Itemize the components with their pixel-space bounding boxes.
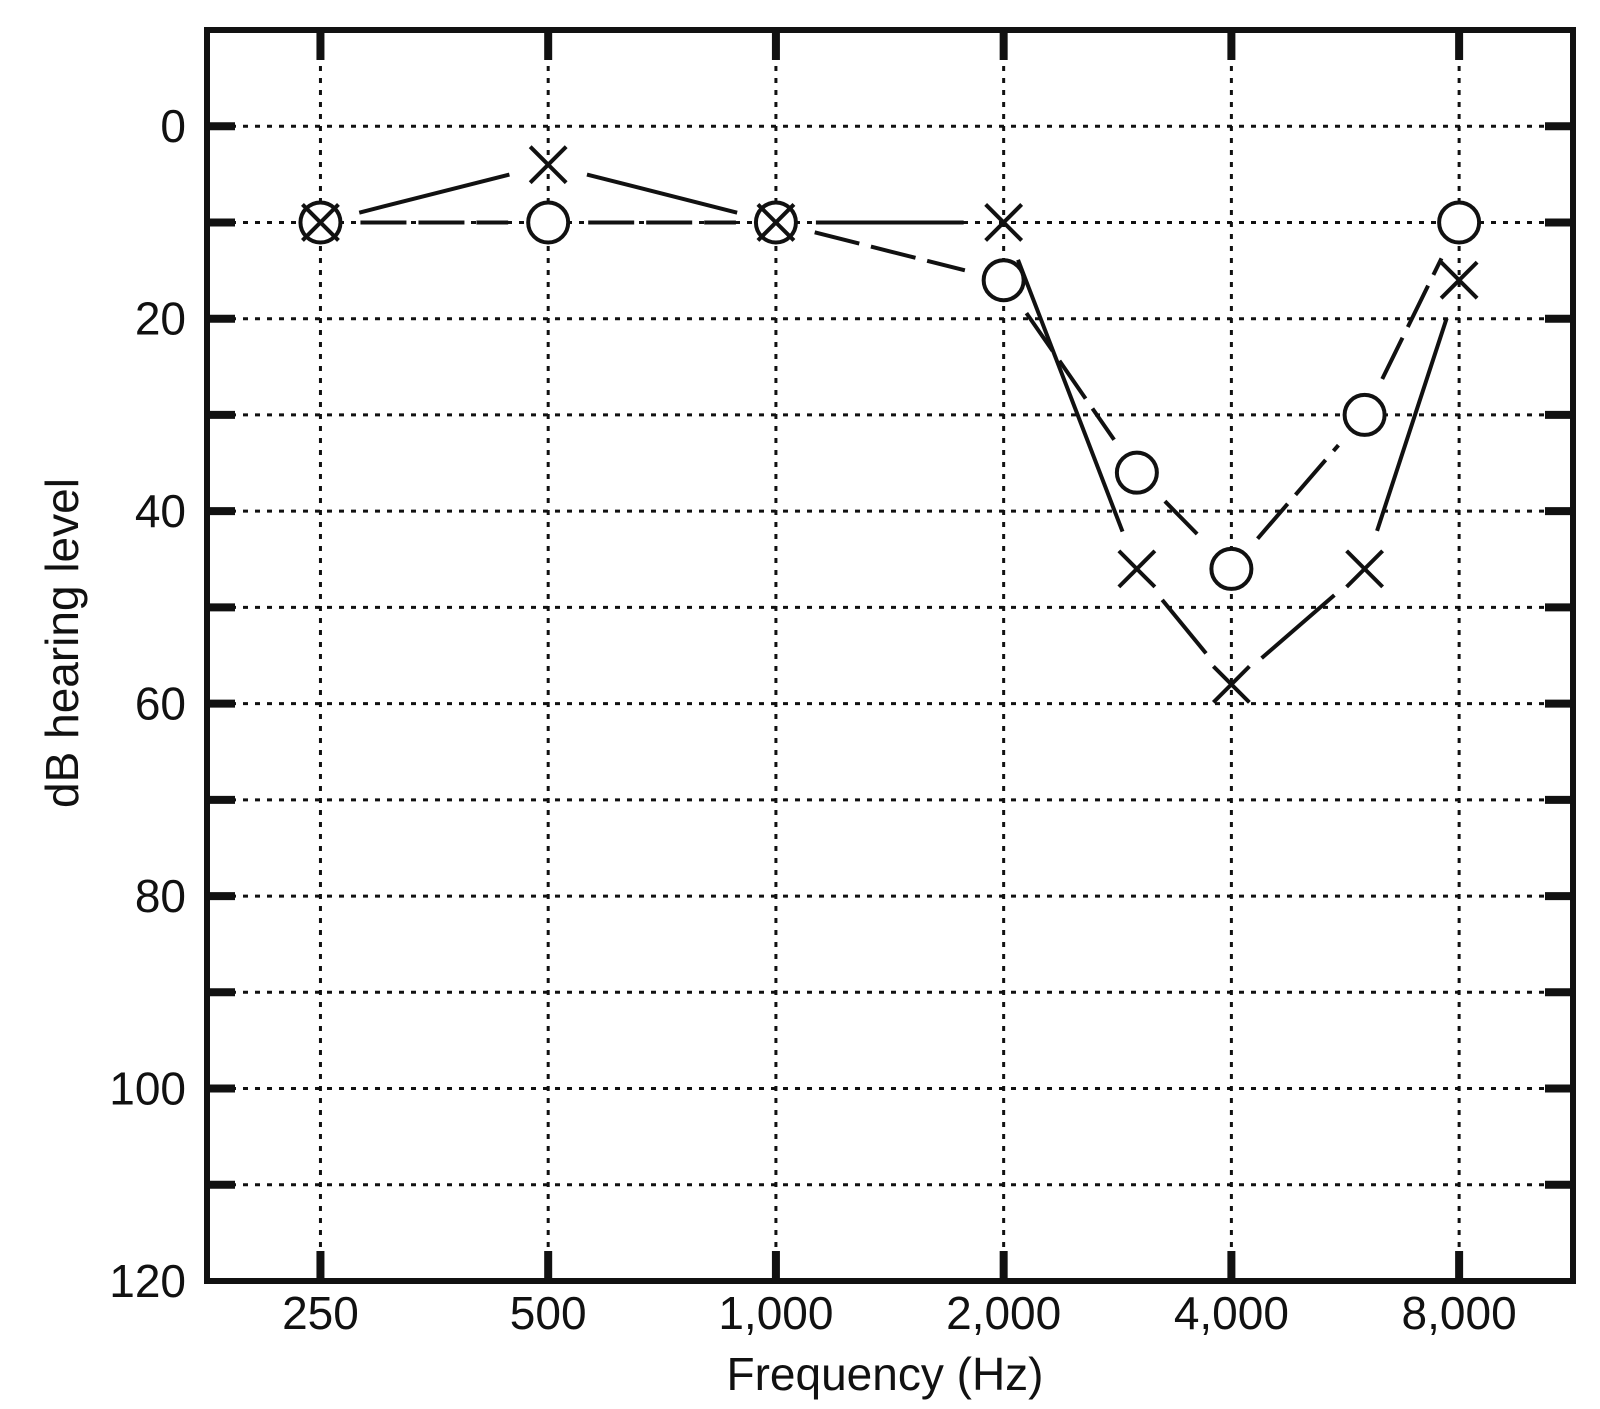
x-tick-label: 8,000 — [1402, 1287, 1517, 1339]
circle-marker — [1114, 450, 1159, 495]
x-tick-label: 500 — [510, 1287, 587, 1339]
cross-stroke — [1117, 549, 1157, 589]
series-cross-line-segment — [358, 172, 510, 215]
x-tick-label: 1,000 — [718, 1287, 833, 1339]
cross-stroke — [301, 203, 340, 242]
x-tick-label: 4,000 — [1174, 1287, 1289, 1339]
circle-marker — [1437, 200, 1482, 245]
cross-marker — [1117, 549, 1157, 589]
plot-frame — [204, 27, 1576, 1284]
y-tick-label: 120 — [109, 1255, 186, 1307]
y-tick-labels: 0 20 40 60 80 100 120 — [109, 100, 186, 1307]
marker-layer — [298, 145, 1482, 704]
circle-marker — [1342, 392, 1387, 437]
circle-marker — [526, 200, 571, 245]
grid-layer — [207, 30, 1573, 1281]
series-cross-line-segment — [586, 172, 738, 215]
x-axis-title: Frequency (Hz) — [727, 1348, 1044, 1400]
cross-marker — [756, 203, 796, 242]
cross-marker — [528, 145, 568, 185]
x-tick-label: 2,000 — [946, 1287, 1061, 1339]
cross-marker — [1439, 260, 1479, 300]
series-circle-line-segment — [1380, 257, 1444, 380]
y-tick-label: 20 — [135, 293, 186, 345]
series-cross-line-segment — [1160, 598, 1208, 655]
series-circle-line-segment — [1256, 443, 1340, 540]
series-cross-line-segment — [1260, 593, 1336, 660]
series-line-layer — [358, 172, 1449, 660]
cross-stroke — [756, 203, 796, 242]
circle-marker — [1209, 546, 1254, 591]
x-tick-label: 250 — [282, 1287, 359, 1339]
y-tick-label: 60 — [135, 678, 186, 730]
series-circle-line-segment — [1024, 311, 1116, 441]
x-tick-labels: 250 500 1,000 2,000 4,000 8,000 — [282, 1287, 1517, 1339]
y-tick-label: 80 — [135, 870, 186, 922]
series-circle-line-segment — [814, 230, 966, 273]
y-tick-label: 100 — [109, 1063, 186, 1115]
series-circle-line-segment — [1163, 499, 1205, 542]
tick-mark-layer — [207, 30, 1573, 1281]
cross-stroke — [1211, 664, 1251, 704]
series-cross-line-segment — [1375, 317, 1449, 532]
cross-stroke — [984, 203, 1024, 242]
cross-stroke — [1439, 260, 1479, 300]
y-axis-title: dB hearing level — [36, 478, 88, 808]
cross-stroke — [1345, 549, 1385, 589]
cross-marker — [301, 203, 340, 242]
cross-marker — [1345, 549, 1385, 589]
cross-marker — [1211, 664, 1251, 704]
series-cross-line-segment — [1016, 259, 1125, 533]
circle-marker — [981, 258, 1026, 303]
cross-marker — [984, 203, 1024, 242]
y-tick-label: 0 — [160, 100, 186, 152]
y-tick-label: 40 — [135, 485, 186, 537]
cross-stroke — [528, 145, 568, 185]
